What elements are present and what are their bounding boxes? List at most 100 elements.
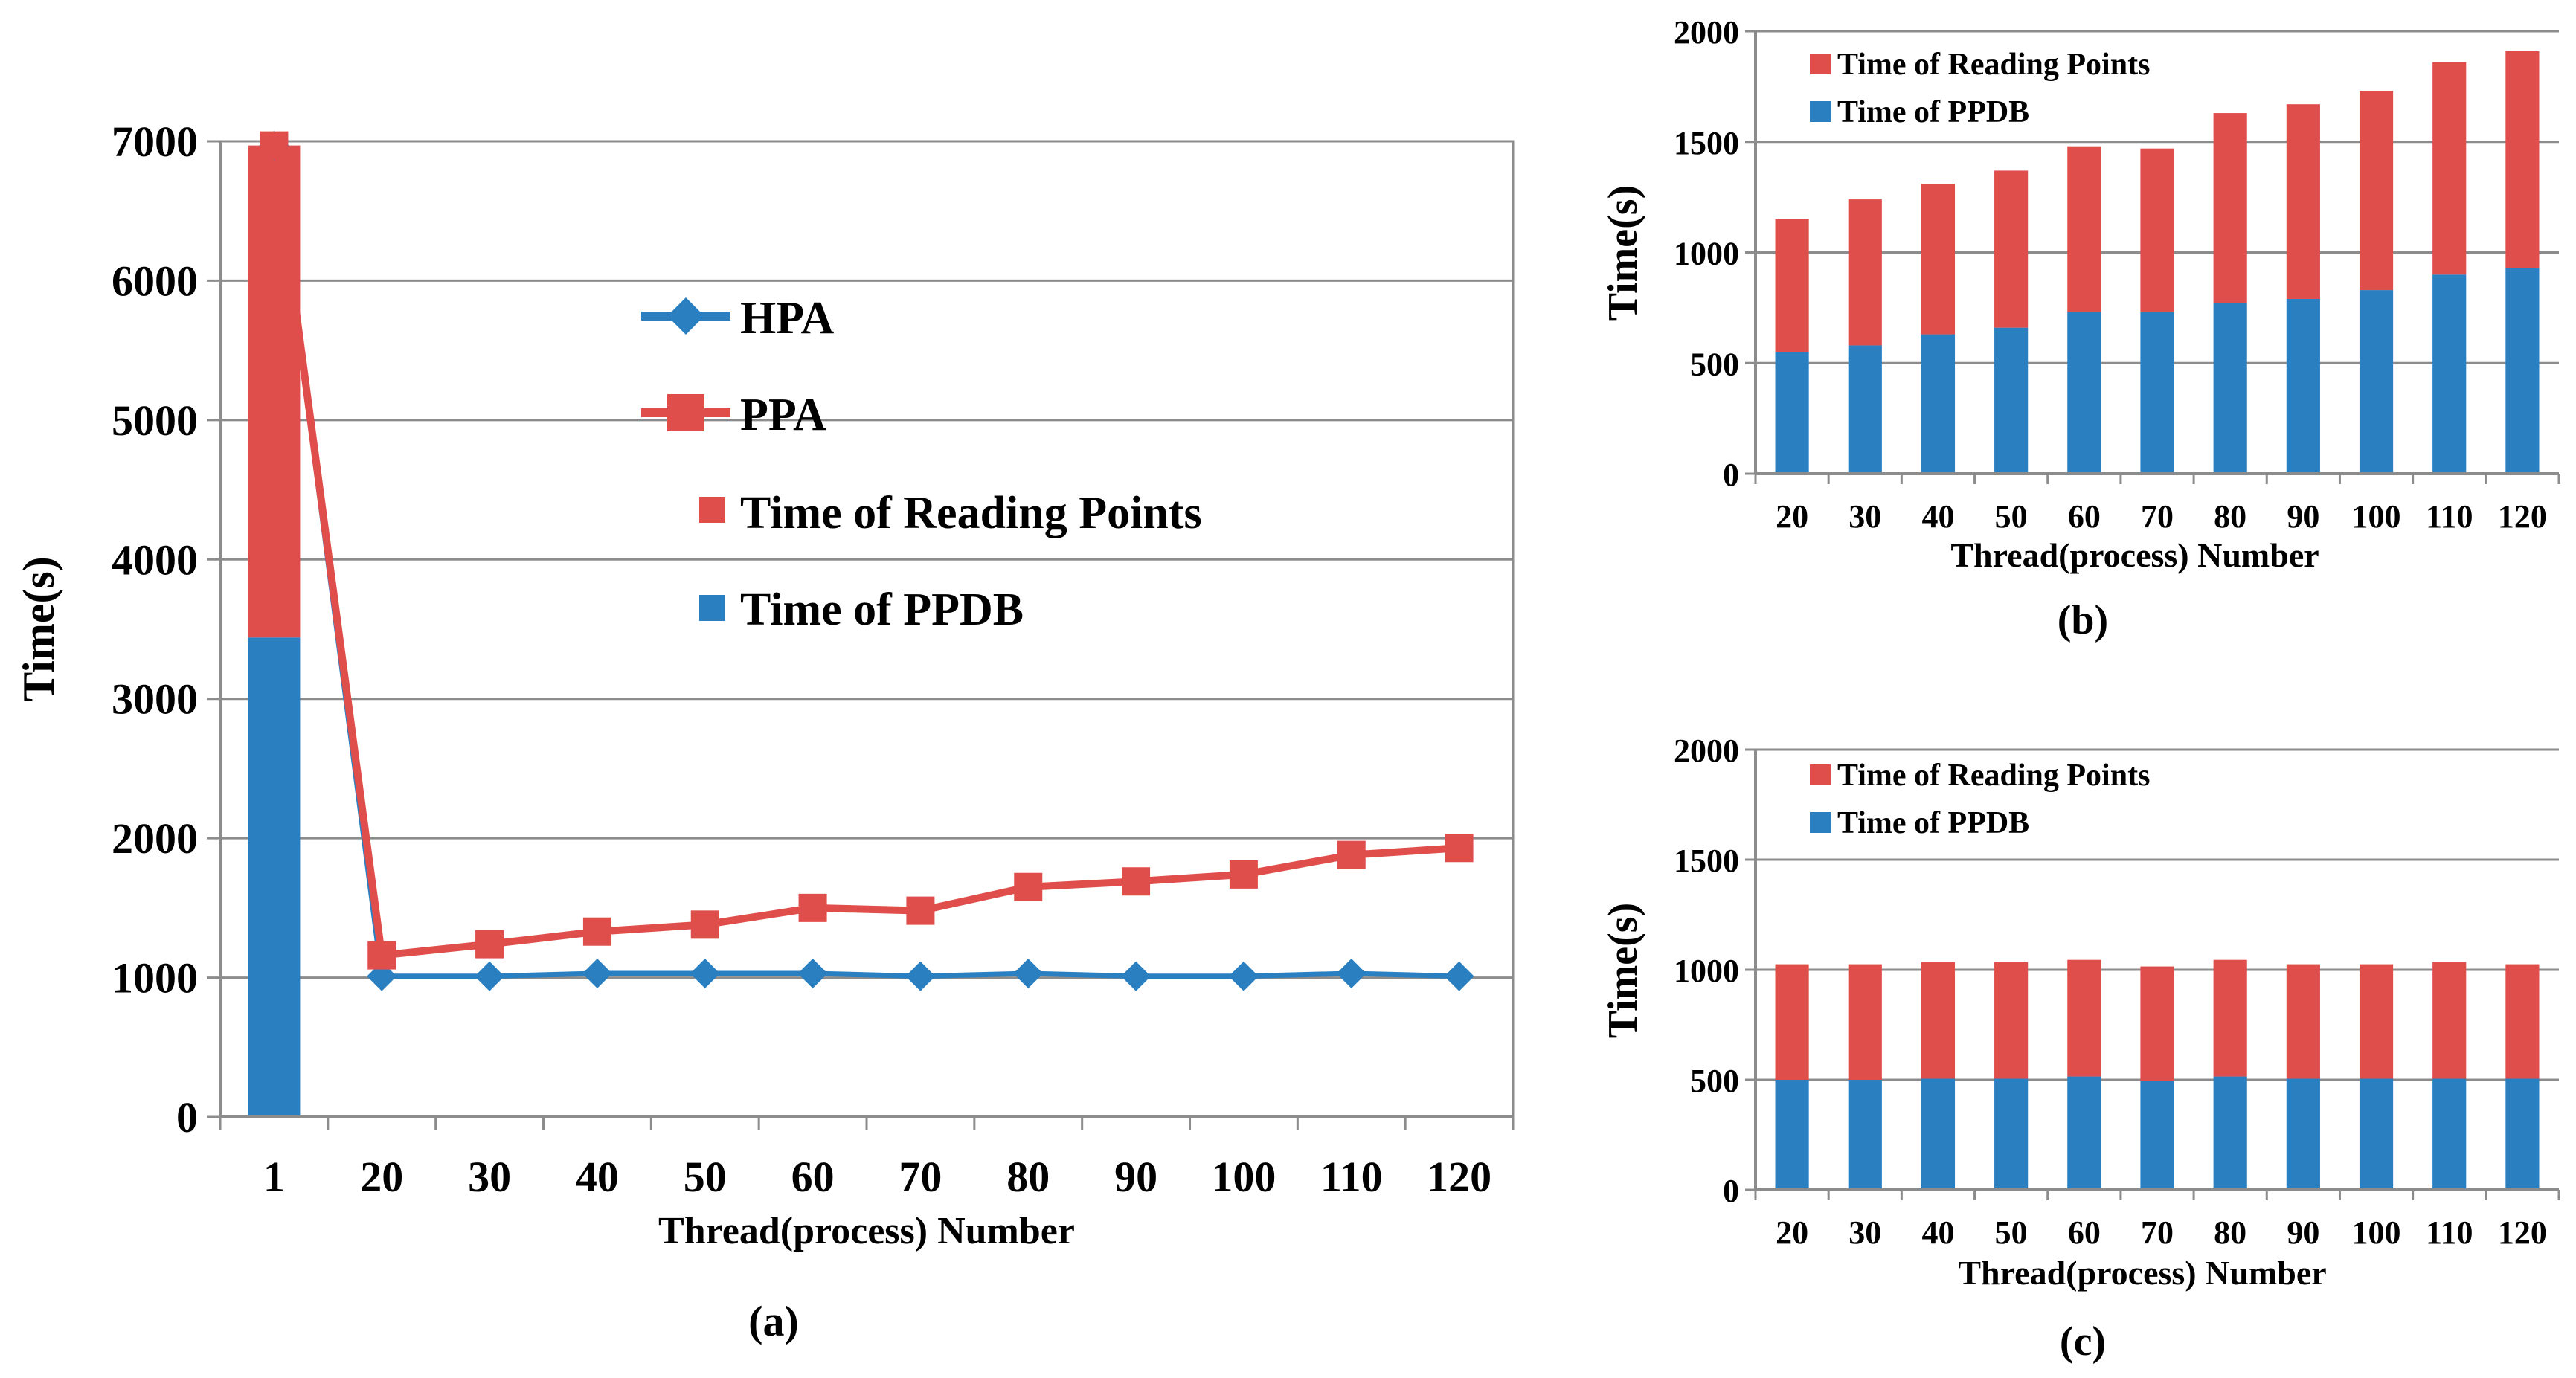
panel-a-xtick-label: 120 [1427,1153,1491,1201]
panel-c-ytick-label: 1000 [1674,953,1739,989]
panel-a-xtick-label: 40 [576,1153,619,1201]
panel-c-xtick-label: 50 [1995,1214,2028,1251]
legend-reading-swatch [699,497,725,523]
panel-a-ppa-point [1122,867,1151,896]
panel-c-bar-ppdb [1848,1080,1882,1190]
panel-b-bar-reading [1921,184,1956,335]
panel-c-bar-ppdb [1994,1078,2029,1190]
panel-c-bar-reading [2505,964,2540,1079]
panel-a-xtick-label: 70 [899,1153,942,1201]
panel-b-bar-ppdb [2432,274,2467,474]
panel-a-hpa-point [690,958,720,988]
panel-b-ytick-label: 2000 [1674,14,1739,51]
panel-b-ytick-label: 1000 [1674,236,1739,272]
panel-b-bar-reading [2432,62,2467,275]
panel-c-bar-reading [1994,962,2029,1079]
panel-c-legend: Time of Reading Points Time of PPDB [1810,759,2150,840]
legend-ppdb-label: Time of PPDB [740,585,1024,635]
legend-hpa-diamond-icon [667,297,704,335]
panel-c-bar-ppdb [2067,1076,2101,1190]
panel-a-ppa-point [1445,834,1474,863]
panel-a-hpa-point [1336,958,1366,988]
panel-a-bar-ppdb [248,637,301,1117]
panel-b-bar-reading [2505,51,2540,268]
panel-c-ytick-label: 500 [1690,1063,1739,1099]
panel-a-line-ppa [270,144,1459,959]
panel-a-xtick-label: 110 [1320,1153,1383,1201]
panel-a-ppa-point [798,893,827,922]
panel-b-bar-ppdb [1775,352,1809,474]
panel-c-ytick-label: 1500 [1674,843,1739,879]
panel-a-xtick-label: 60 [791,1153,835,1201]
legend-ppdb-swatch [699,595,725,621]
panel-c-bar-reading [2359,964,2394,1079]
panel-c-bar-ppdb [2359,1078,2394,1190]
panel-c-bar-reading [2432,962,2467,1079]
panel-b-bar-ppdb [2359,290,2394,474]
panel-c-bar-reading [2286,964,2320,1079]
panel-b-bar-reading [2359,91,2394,291]
panel-a-ytick-label: 2000 [112,814,198,863]
panel-b: 0 500 1000 1500 2000 20 30 40 50 60 70 80 90 100 110 1… [1600,14,2560,643]
panel-b-label: (b) [2058,597,2108,643]
panel-b-bar-reading [2140,148,2174,312]
panel-a-ylabel: Time(s) [14,556,63,702]
panel-b-bar-ppdb [2067,312,2101,474]
panel-a-hpa-point [1121,961,1152,991]
panel-a-xtick-label: 80 [1006,1153,1050,1201]
panel-b-bar-ppdb [1848,345,1882,474]
panel-c-legend-ppdb-swatch [1810,812,1831,833]
panel-a-ppa-point [367,941,396,970]
panel-b-legend-reading-label: Time of Reading Points [1837,48,2150,82]
panel-c-bar-reading [2067,959,2101,1077]
panel-a-legend: HPA PPA Time of Reading Points Time of P… [641,293,1202,635]
panel-c-bar-ppdb [1921,1078,1956,1190]
panel-c-bar-ppdb [2432,1078,2467,1190]
panel-c-bar-ppdb [1775,1080,1809,1190]
legend-hpa-label: HPA [740,293,834,344]
panel-a-hpa-point [1013,958,1044,988]
panel-a-xtick-label: 20 [360,1153,403,1201]
panel-a-xlabel: Thread(process) Number [658,1210,1075,1252]
panel-a-plot-area [219,140,1515,1118]
panel-b-legend: Time of Reading Points Time of PPDB [1810,48,2150,129]
panel-b-bar-reading [1775,219,1809,352]
panel-c-xlabel: Thread(process) Number [1958,1254,2326,1292]
panel-c-xtick-label: 70 [2141,1214,2174,1251]
panel-c-xtick-label: 90 [2287,1214,2319,1251]
panel-c-bar-reading [2213,959,2247,1077]
panel-c-legend-reading-label: Time of Reading Points [1837,759,2150,793]
panel-a-ppa-point [582,917,611,946]
panel-c-xtick-label: 20 [1776,1214,1808,1251]
panel-c: 0 500 1000 1500 2000 20 30 40 50 60 70 80 90 100 110 1… [1600,733,2560,1365]
panel-c-ytick-label: 0 [1723,1173,1739,1209]
panel-c-bar-reading [1848,964,1882,1080]
panel-a-hpa-point [1444,961,1474,991]
panel-c-xtick-label: 100 [2352,1214,2401,1251]
panel-a-ytick-label: 0 [176,1093,198,1142]
panel-c-xtick-label: 80 [2214,1214,2246,1251]
panel-b-bar-ppdb [2505,268,2540,474]
panel-c-ytick-label: 2000 [1674,733,1739,769]
panel-c-bar-ppdb [2286,1078,2320,1190]
panel-b-legend-reading-swatch [1810,54,1831,74]
panel-a-xtick-label: 1 [263,1153,285,1201]
panel-b-xtick-label: 120 [2498,498,2547,535]
panel-b-xlabel: Thread(process) Number [1950,536,2319,574]
panel-b-bar-reading [1848,199,1882,346]
panel-c-bar-reading [1921,962,1956,1079]
panel-a-ppa-point [690,910,719,939]
panel-b-xtick-label: 110 [2426,498,2473,535]
panel-a-hpa-point [1228,961,1259,991]
panel-c-bar-reading [1775,964,1809,1080]
panel-c-legend-reading-swatch [1810,764,1831,785]
panel-c-xtick-label: 110 [2426,1214,2473,1251]
panel-b-bar-ppdb [2286,298,2320,474]
panel-b-bar-ppdb [2140,312,2174,474]
panel-c-xtick-label: 30 [1849,1214,1881,1251]
panel-b-bar-reading [2286,104,2320,299]
panel-a-ppa-point [260,131,289,160]
panel-a-ytick-label: 3000 [112,675,198,724]
panel-b-xtick-label: 30 [1849,498,1881,535]
